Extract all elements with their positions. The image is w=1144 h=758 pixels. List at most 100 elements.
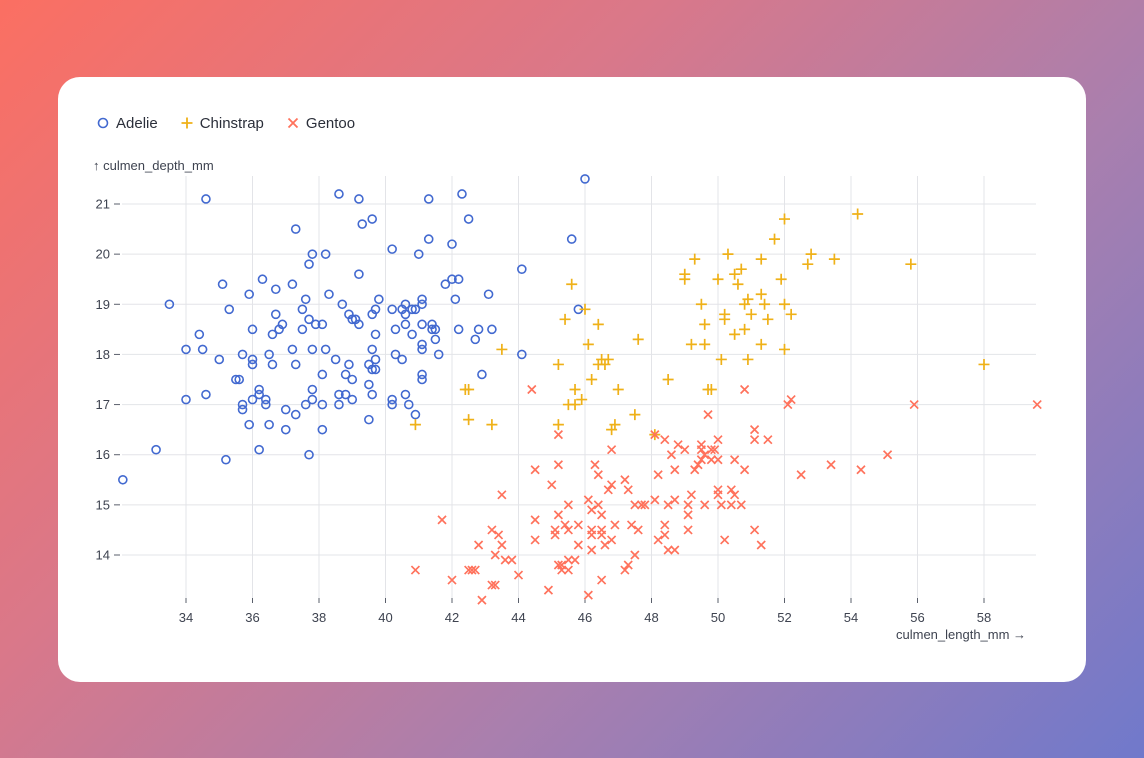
x-tick-label: 36	[245, 610, 259, 625]
data-point	[569, 399, 581, 411]
data-point	[387, 304, 397, 315]
data-point	[464, 565, 474, 575]
data-point	[852, 208, 864, 220]
data-point	[785, 308, 797, 320]
legend: Adelie Chinstrap Gentoo	[96, 112, 355, 134]
data-point	[151, 444, 161, 455]
data-point	[487, 580, 497, 590]
data-point	[686, 490, 697, 500]
legend-item-chinstrap[interactable]: Chinstrap	[180, 115, 264, 132]
data-point	[550, 525, 560, 535]
x-tick-label: 46	[578, 610, 592, 625]
data-point	[620, 475, 630, 485]
data-point	[433, 349, 444, 360]
x-axis-title: culmen_length_mm →	[896, 627, 1027, 642]
data-point	[779, 298, 790, 310]
data-point	[354, 269, 364, 280]
data-point	[407, 329, 417, 340]
x-tick-label: 38	[312, 610, 326, 625]
data-point	[118, 474, 128, 485]
data-point	[796, 470, 806, 480]
data-point	[579, 303, 591, 315]
data-point	[563, 555, 573, 565]
data-point	[221, 454, 231, 465]
legend-item-gentoo[interactable]: Gentoo	[286, 115, 355, 132]
data-point	[287, 279, 298, 290]
data-point	[726, 485, 736, 495]
data-point	[280, 404, 291, 415]
data-point	[696, 440, 706, 450]
data-point	[280, 424, 291, 435]
data-point	[663, 545, 673, 555]
data-point	[683, 500, 693, 510]
data-point	[470, 334, 481, 345]
data-point	[680, 445, 690, 455]
data-point	[553, 430, 564, 440]
data-point	[762, 313, 774, 325]
data-point	[650, 430, 660, 440]
data-point	[387, 394, 397, 405]
data-point	[493, 530, 504, 540]
data-point	[463, 414, 475, 426]
data-point	[517, 264, 527, 274]
data-point	[828, 253, 840, 265]
data-point	[602, 353, 614, 365]
data-point	[254, 444, 264, 455]
y-axis: 14 15 16 17 18 19 20 21	[96, 197, 120, 563]
data-point	[783, 399, 793, 410]
data-point	[597, 510, 607, 520]
data-point	[364, 379, 374, 390]
data-point	[417, 369, 427, 380]
data-point	[552, 419, 564, 431]
data-point	[390, 349, 401, 360]
data-point	[632, 333, 644, 345]
data-point	[745, 308, 757, 320]
data-point	[413, 249, 424, 259]
data-point	[630, 550, 640, 560]
data-point	[629, 409, 641, 421]
data-point	[354, 319, 364, 330]
y-axis-title: ↑ culmen_depth_mm	[93, 158, 214, 173]
data-point	[181, 344, 191, 355]
data-point	[576, 394, 588, 406]
data-point	[749, 425, 760, 435]
legend-item-adelie[interactable]: Adelie	[96, 115, 158, 132]
data-point	[417, 294, 427, 305]
x-axis: 34 36 38 40 42 44 46 48 50 52 54 56 58	[179, 598, 991, 625]
data-point	[354, 194, 364, 204]
data-point	[410, 409, 421, 420]
data-point	[496, 343, 508, 355]
data-point	[497, 490, 507, 500]
data-point	[304, 449, 314, 460]
data-point	[552, 358, 564, 370]
data-point	[553, 460, 564, 470]
data-point	[729, 268, 741, 280]
data-point	[713, 435, 723, 445]
data-point	[254, 384, 264, 395]
data-point	[636, 500, 647, 510]
data-point	[287, 344, 298, 355]
data-point	[267, 329, 278, 340]
data-point	[423, 234, 434, 244]
data-point	[527, 384, 537, 395]
data-point	[700, 500, 710, 510]
data-point	[457, 189, 467, 199]
data-point	[679, 268, 691, 280]
data-point	[583, 590, 593, 600]
data-point	[530, 515, 540, 525]
data-point	[234, 374, 244, 385]
data-point	[547, 480, 557, 490]
data-point	[490, 580, 500, 590]
data-point	[400, 389, 411, 400]
legend-label-adelie: Adelie	[116, 114, 158, 132]
data-point	[181, 394, 191, 405]
data-point	[453, 324, 464, 335]
data-point	[264, 419, 274, 430]
data-point	[400, 309, 411, 320]
data-point	[317, 319, 328, 330]
data-point	[1032, 399, 1042, 410]
data-point	[370, 329, 381, 340]
data-point	[689, 253, 701, 265]
data-point	[300, 294, 311, 305]
data-point	[270, 284, 281, 295]
